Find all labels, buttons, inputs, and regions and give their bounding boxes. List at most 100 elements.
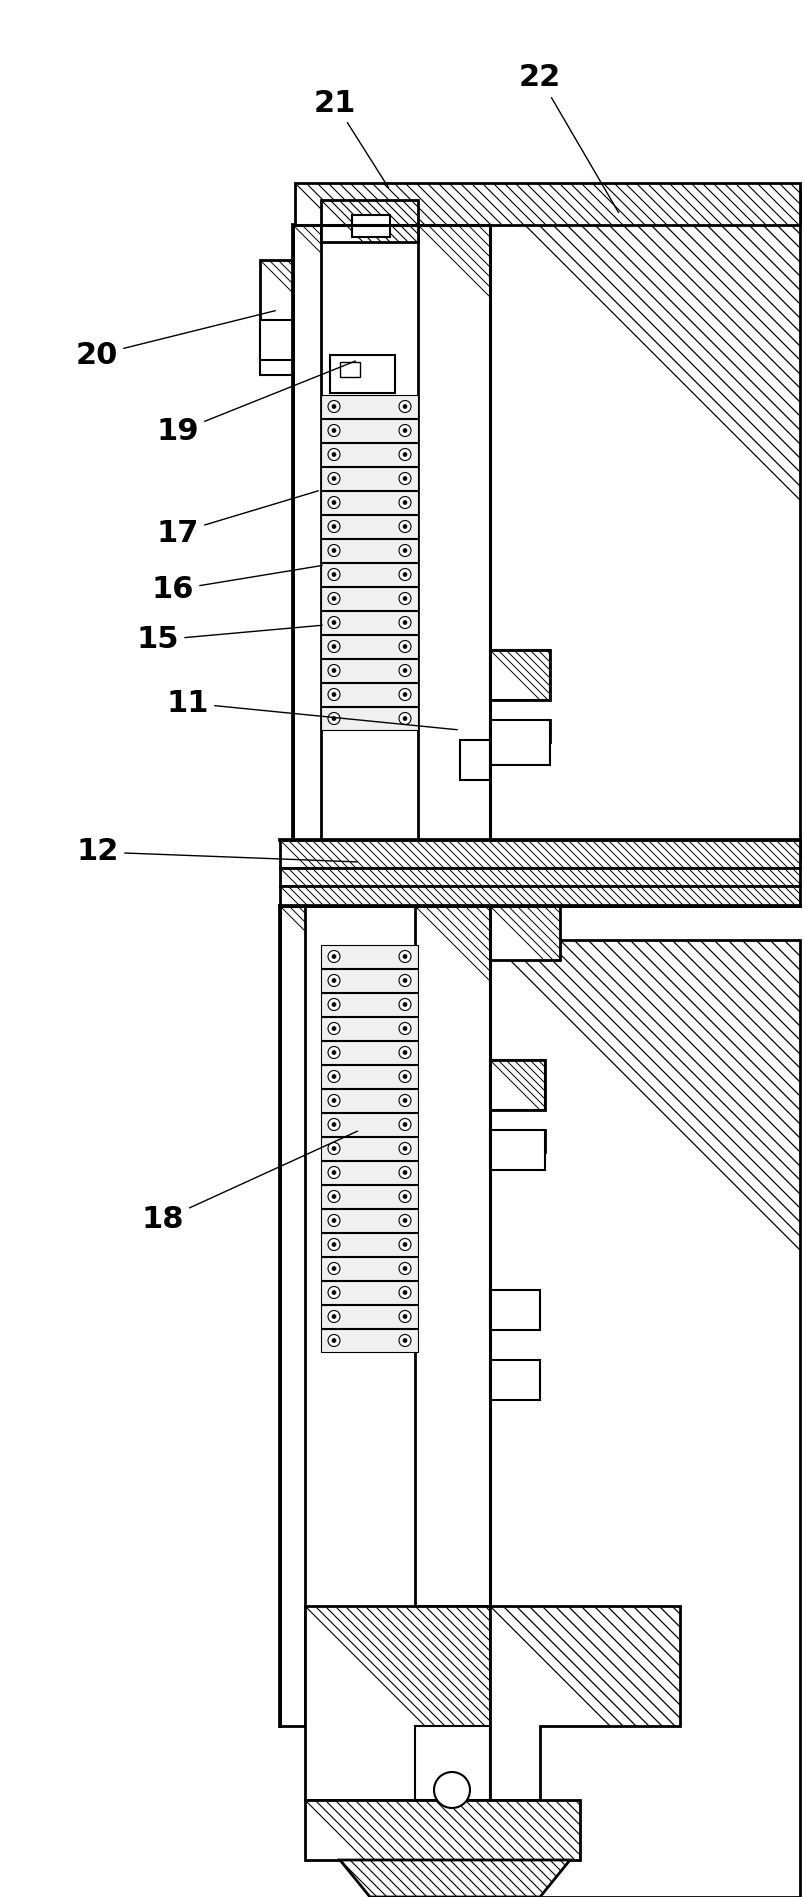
Circle shape xyxy=(399,1191,411,1203)
Circle shape xyxy=(399,520,411,533)
Circle shape xyxy=(403,645,407,649)
Circle shape xyxy=(403,1290,407,1294)
PathPatch shape xyxy=(295,182,800,226)
Circle shape xyxy=(403,954,407,958)
Circle shape xyxy=(332,524,336,529)
Circle shape xyxy=(328,1047,340,1059)
Circle shape xyxy=(332,1146,336,1150)
PathPatch shape xyxy=(293,226,321,840)
Circle shape xyxy=(332,1026,336,1030)
Circle shape xyxy=(328,400,340,412)
Circle shape xyxy=(399,497,411,508)
Bar xyxy=(321,419,418,442)
Circle shape xyxy=(328,1142,340,1155)
Text: 16: 16 xyxy=(152,565,322,605)
PathPatch shape xyxy=(490,1060,545,1110)
Bar xyxy=(321,1208,418,1231)
Circle shape xyxy=(332,548,336,552)
Circle shape xyxy=(328,544,340,556)
Text: 12: 12 xyxy=(76,837,357,867)
Circle shape xyxy=(332,668,336,673)
Bar xyxy=(321,491,418,514)
Circle shape xyxy=(399,713,411,725)
Bar xyxy=(321,708,418,730)
Circle shape xyxy=(403,1123,407,1127)
Bar xyxy=(490,1360,540,1400)
Text: 22: 22 xyxy=(519,63,618,212)
Circle shape xyxy=(399,1334,411,1347)
Circle shape xyxy=(403,548,407,552)
Bar xyxy=(352,214,390,237)
Bar xyxy=(490,1060,545,1110)
Circle shape xyxy=(403,1146,407,1150)
Circle shape xyxy=(399,1047,411,1059)
Text: 19: 19 xyxy=(157,360,356,446)
Bar xyxy=(321,1186,418,1208)
PathPatch shape xyxy=(260,260,293,355)
Circle shape xyxy=(332,1195,336,1199)
Circle shape xyxy=(328,689,340,700)
Circle shape xyxy=(399,1263,411,1275)
Circle shape xyxy=(399,664,411,677)
Circle shape xyxy=(332,1051,336,1055)
PathPatch shape xyxy=(490,941,800,1897)
Bar xyxy=(321,1233,418,1256)
Circle shape xyxy=(403,1170,407,1174)
PathPatch shape xyxy=(490,721,550,742)
Circle shape xyxy=(399,1239,411,1250)
Bar xyxy=(321,969,418,992)
Text: 18: 18 xyxy=(142,1131,357,1235)
PathPatch shape xyxy=(321,199,418,243)
Bar xyxy=(321,539,418,562)
Circle shape xyxy=(328,1167,340,1178)
Circle shape xyxy=(403,1339,407,1343)
Circle shape xyxy=(399,1286,411,1299)
Circle shape xyxy=(332,954,336,958)
Circle shape xyxy=(403,620,407,624)
Circle shape xyxy=(403,476,407,480)
Circle shape xyxy=(332,1002,336,1007)
Circle shape xyxy=(403,1026,407,1030)
Circle shape xyxy=(399,569,411,580)
Bar xyxy=(321,395,418,417)
Bar xyxy=(321,563,418,586)
Circle shape xyxy=(399,544,411,556)
Circle shape xyxy=(332,1074,336,1079)
Circle shape xyxy=(328,1311,340,1322)
PathPatch shape xyxy=(415,907,490,1607)
PathPatch shape xyxy=(305,1607,490,1800)
Bar xyxy=(330,355,395,393)
Circle shape xyxy=(403,404,407,408)
PathPatch shape xyxy=(340,1859,570,1897)
PathPatch shape xyxy=(305,1800,580,1859)
Text: 11: 11 xyxy=(167,689,457,730)
Circle shape xyxy=(403,1051,407,1055)
Bar xyxy=(321,1089,418,1112)
Circle shape xyxy=(399,1311,411,1322)
Circle shape xyxy=(399,617,411,628)
Circle shape xyxy=(328,1022,340,1034)
Bar xyxy=(321,1305,418,1328)
Bar xyxy=(321,683,418,706)
Bar xyxy=(321,1280,418,1303)
Bar xyxy=(321,1330,418,1353)
Circle shape xyxy=(403,1218,407,1222)
Circle shape xyxy=(403,1002,407,1007)
Circle shape xyxy=(328,1214,340,1227)
Bar xyxy=(321,635,418,658)
Circle shape xyxy=(332,717,336,721)
Circle shape xyxy=(399,1142,411,1155)
Bar xyxy=(321,658,418,683)
Circle shape xyxy=(399,1070,411,1083)
Circle shape xyxy=(403,1098,407,1102)
Circle shape xyxy=(403,1315,407,1318)
Bar xyxy=(321,444,418,467)
Text: 17: 17 xyxy=(157,491,318,548)
PathPatch shape xyxy=(490,907,560,960)
Circle shape xyxy=(332,1339,336,1343)
Circle shape xyxy=(332,1218,336,1222)
PathPatch shape xyxy=(280,869,800,886)
Circle shape xyxy=(328,1095,340,1106)
Circle shape xyxy=(403,717,407,721)
Circle shape xyxy=(328,713,340,725)
